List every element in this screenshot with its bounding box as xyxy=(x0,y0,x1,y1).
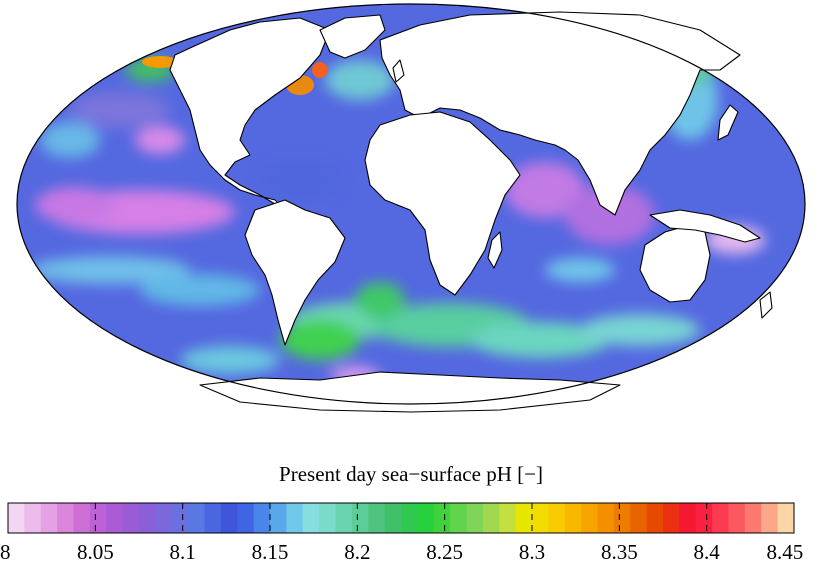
colorbar-cell xyxy=(286,503,304,533)
colorbar-cell xyxy=(237,503,255,533)
colorbar-cell xyxy=(270,503,287,533)
colorbar-cell xyxy=(630,503,648,533)
colorbar-cell xyxy=(368,503,386,533)
colorbar-cell xyxy=(24,503,42,533)
north-america xyxy=(169,17,331,211)
colorbar-tick-label: 8.2 xyxy=(344,540,371,564)
colorbar-cell xyxy=(155,503,173,533)
se-asia-islands xyxy=(649,209,761,243)
colorbar-cell xyxy=(450,503,467,533)
colorbar-cell xyxy=(712,503,729,533)
colorbar-cell xyxy=(139,503,156,533)
colorbar-tick-label: 8.35 xyxy=(600,540,638,564)
colorbar-cell xyxy=(40,503,58,533)
colorbar-cell xyxy=(106,503,124,533)
madagascar xyxy=(487,231,503,269)
colorbar-tick-label: 8 xyxy=(0,540,11,564)
africa xyxy=(364,111,521,296)
south-america xyxy=(244,199,346,346)
colorbar-tick-label: 8.3 xyxy=(518,540,546,564)
colorbar-cell xyxy=(466,503,484,533)
colorbar-cell xyxy=(515,503,533,533)
colorbar-cell xyxy=(73,503,91,533)
land-masses xyxy=(169,11,773,413)
colorbar-cell xyxy=(204,503,222,533)
colorbar-tick-marks xyxy=(94,503,708,533)
greenland xyxy=(319,14,386,59)
colorbar-cell xyxy=(8,503,25,533)
colorbar-cells xyxy=(8,503,795,533)
colorbar-cell xyxy=(302,503,320,533)
colorbar-cell xyxy=(777,503,795,533)
uk xyxy=(392,59,405,83)
colorbar-tick-label: 8.05 xyxy=(76,540,114,564)
colorbar-cell xyxy=(89,503,107,533)
colorbar-cell xyxy=(679,503,697,533)
colorbar-cell xyxy=(482,503,500,533)
colorbar-cell xyxy=(188,503,205,533)
colorbar-cell xyxy=(761,503,779,533)
colorbar-cell xyxy=(499,503,517,533)
colorbar-cell xyxy=(171,503,189,533)
colorbar-cell xyxy=(613,503,631,533)
colorbar-cell xyxy=(335,503,353,533)
colorbar-cell xyxy=(564,503,582,533)
colorbar-cell xyxy=(319,503,336,533)
map-frame xyxy=(16,3,806,405)
colorbar-tick-label: 8.4 xyxy=(693,540,720,564)
colorbar-cell xyxy=(57,503,74,533)
colorbar-title: Present day sea−surface pH [−] xyxy=(279,462,543,486)
colorbar-cell xyxy=(695,503,713,533)
ph-world-map xyxy=(16,3,806,413)
colorbar-cell xyxy=(351,503,369,533)
colorbar-cell xyxy=(728,503,746,533)
colorbar-cell xyxy=(646,503,664,533)
colorbar-cell xyxy=(597,503,615,533)
colorbar-cell xyxy=(417,503,435,533)
colorbar-cell xyxy=(433,503,451,533)
colorbar-cell xyxy=(122,503,140,533)
colorbar-cell xyxy=(532,503,549,533)
colorbar-tick-label: 8.15 xyxy=(251,540,289,564)
colorbar-cell xyxy=(220,503,238,533)
colorbar-cell xyxy=(744,503,762,533)
colorbar-frame xyxy=(7,502,795,534)
colorbar-cell xyxy=(253,503,271,533)
colorbar xyxy=(7,502,795,534)
new-zealand xyxy=(759,291,773,319)
colorbar-cell xyxy=(663,503,680,533)
colorbar-cell xyxy=(581,503,598,533)
colorbar-tick-label: 8.45 xyxy=(766,540,804,564)
colorbar-tick-label: 8.25 xyxy=(426,540,464,564)
japan xyxy=(717,104,739,141)
colorbar-cell xyxy=(384,503,402,533)
colorbar-tick-label: 8.1 xyxy=(169,540,196,564)
colorbar-cell xyxy=(401,503,418,533)
colorbar-cell xyxy=(548,503,566,533)
